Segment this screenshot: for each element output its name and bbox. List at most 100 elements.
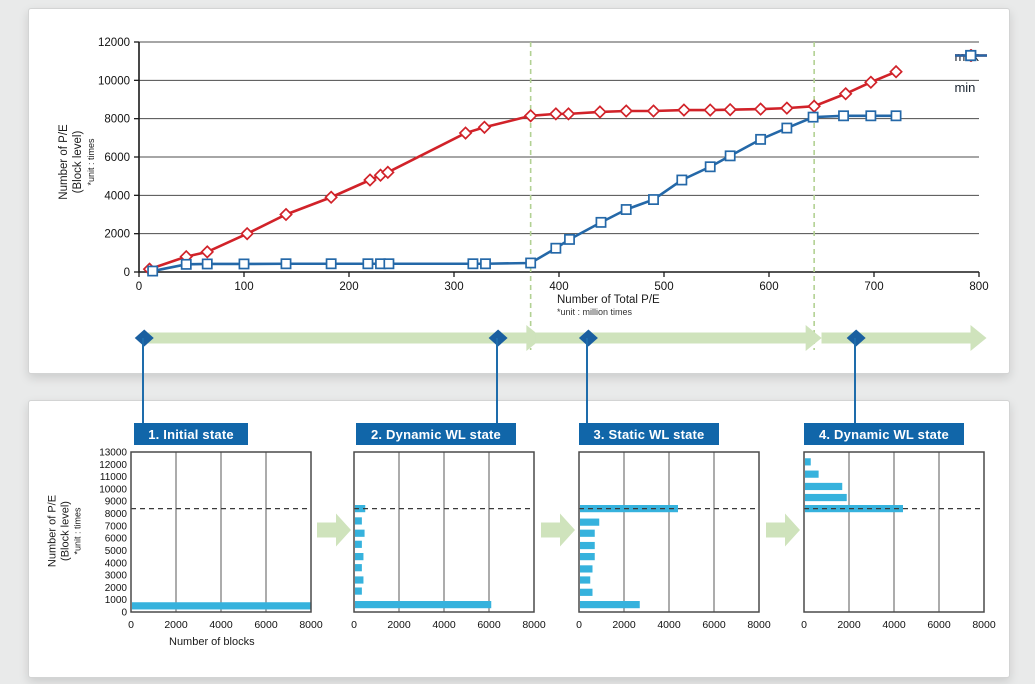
svg-text:8000: 8000	[522, 619, 546, 631]
pe-count-bar	[805, 493, 847, 502]
svg-text:0: 0	[801, 619, 807, 631]
y-axis-title: Number of P/E (Block level) *unit : time…	[58, 124, 96, 199]
svg-text:600: 600	[759, 281, 778, 293]
svg-text:8000: 8000	[972, 619, 996, 631]
svg-text:8000: 8000	[747, 619, 771, 631]
svg-text:2000: 2000	[104, 229, 130, 241]
flow-arrow	[317, 513, 351, 547]
blocks-x-axis-title: Number of blocks	[169, 636, 255, 648]
blocks-y-axis-line1: Number of P/E	[46, 494, 59, 568]
svg-text:13000: 13000	[99, 448, 127, 459]
state-title-3: 3. Static WL state	[579, 423, 719, 445]
legend-item-min: min	[954, 49, 988, 95]
svg-text:4000: 4000	[105, 558, 128, 569]
connector-initial-state	[142, 338, 144, 424]
svg-text:4000: 4000	[657, 619, 681, 631]
pe-count-bar	[132, 602, 311, 610]
pe-count-bar	[805, 482, 843, 491]
svg-text:300: 300	[444, 281, 463, 293]
svg-text:100: 100	[234, 281, 253, 293]
pe-count-bar	[355, 505, 366, 513]
svg-text:5000: 5000	[105, 546, 128, 557]
connector-static-wl	[586, 338, 588, 424]
legend: max min	[954, 49, 988, 95]
svg-text:200: 200	[339, 281, 358, 293]
svg-text:2000: 2000	[387, 619, 411, 631]
timeline-diamond-marker	[846, 329, 866, 347]
svg-text:10000: 10000	[99, 484, 127, 495]
state-title-2: 2. Dynamic WL state	[356, 423, 516, 445]
svg-text:700: 700	[864, 281, 883, 293]
timeline-diamond-marker	[134, 329, 154, 347]
svg-text:6000: 6000	[104, 152, 130, 164]
svg-text:4000: 4000	[104, 190, 130, 202]
pe-trend-panel: 0 2000 4000 6000 8000 10000 12000 0 100 200 300 400…	[28, 8, 1010, 374]
y-axis-title-line2: (Block level)	[71, 130, 84, 194]
svg-text:8000: 8000	[299, 619, 323, 631]
pe-count-bar	[580, 565, 593, 573]
svg-text:8000: 8000	[104, 114, 130, 126]
svg-text:0: 0	[128, 619, 134, 631]
svg-text:6000: 6000	[105, 534, 128, 545]
y-axis-unit-note: *unit : times	[85, 138, 96, 186]
svg-text:8000: 8000	[105, 509, 128, 520]
pe-count-bar	[805, 470, 819, 478]
svg-text:800: 800	[969, 281, 988, 293]
pe-count-bar	[805, 458, 811, 466]
svg-text:4000: 4000	[882, 619, 906, 631]
pe-count-bar	[580, 529, 595, 537]
pe-count-bar	[355, 540, 362, 548]
svg-text:2000: 2000	[612, 619, 636, 631]
flow-arrow	[821, 325, 987, 351]
svg-text:2000: 2000	[164, 619, 188, 631]
svg-text:0: 0	[351, 619, 357, 631]
x-axis-unit-note: *unit : million times	[557, 307, 633, 318]
series-max	[149, 70, 897, 271]
svg-text:9000: 9000	[105, 497, 128, 508]
blocks-y-axis-title: Number of P/E (Block level) *unit : time…	[46, 495, 83, 567]
pe-count-bar	[580, 576, 591, 584]
blocks-y-axis-line2: (Block level)	[59, 501, 72, 561]
svg-text:7000: 7000	[105, 521, 128, 532]
pe-count-bar	[580, 601, 640, 609]
state-title-1: 1. Initial state	[134, 423, 248, 445]
pe-count-bar	[355, 517, 362, 525]
blocks-y-axis-unit-note: *unit : times	[72, 507, 83, 555]
legend-label-min: min	[954, 80, 976, 95]
pe-count-bar	[355, 564, 362, 572]
y-axis-title-line1: Number of P/E	[57, 124, 70, 200]
svg-text:10000: 10000	[98, 75, 130, 87]
svg-text:6000: 6000	[702, 619, 726, 631]
flow-arrow	[541, 513, 575, 547]
pe-count-bar	[355, 587, 362, 595]
svg-text:12000: 12000	[99, 460, 127, 471]
svg-text:6000: 6000	[927, 619, 951, 631]
svg-text:0: 0	[136, 281, 142, 293]
wl-state-charts: 0 2000 4000 6000 800001000200030004000500060…	[99, 448, 996, 632]
svg-text:6000: 6000	[254, 619, 278, 631]
svg-text:3000: 3000	[105, 571, 128, 582]
svg-text:0: 0	[121, 608, 127, 619]
wl-states-panel: 0 2000 4000 6000 8000 0 1000 2000 3000 4000 5000 60…	[28, 400, 1010, 678]
pe-count-bar	[580, 518, 600, 526]
flow-arrow	[141, 325, 543, 351]
svg-text:6000: 6000	[477, 619, 501, 631]
pe-count-bar	[580, 588, 593, 596]
svg-text:1000: 1000	[105, 595, 128, 606]
connector-dynamic-wl-2	[854, 338, 856, 424]
pe-count-bar	[580, 553, 595, 561]
svg-text:2000: 2000	[837, 619, 861, 631]
svg-text:12000: 12000	[98, 37, 130, 49]
pe-count-bar	[580, 541, 595, 550]
timeline-diamond-marker	[488, 329, 508, 347]
svg-text:11000: 11000	[100, 472, 128, 483]
pe-count-bar	[355, 553, 364, 561]
x-axis-title: Number of Total P/E *unit : million time…	[557, 293, 660, 319]
svg-text:400: 400	[549, 281, 568, 293]
svg-text:500: 500	[654, 281, 673, 293]
connector-dynamic-wl-1	[496, 338, 498, 424]
svg-text:0: 0	[576, 619, 582, 631]
series-min	[152, 114, 897, 273]
pe-trend-chart: 0 2000 4000 6000 8000 10000 12000 0 100 200 300 400…	[98, 37, 989, 351]
